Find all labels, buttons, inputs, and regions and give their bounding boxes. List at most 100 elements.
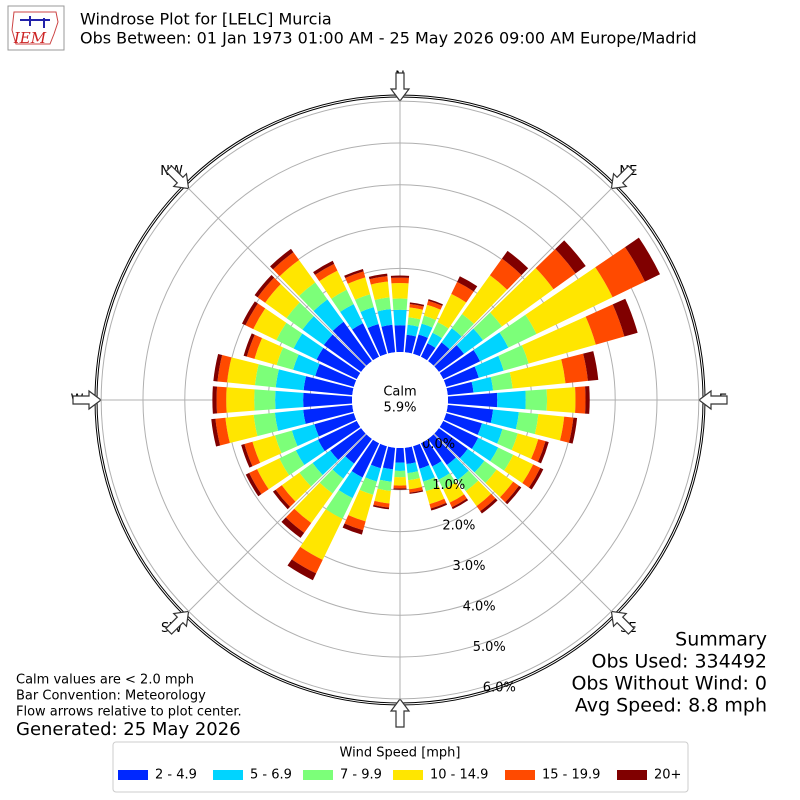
wind-bar-segment	[274, 409, 306, 431]
flow-arrow	[389, 698, 411, 728]
wind-bar-segment	[489, 258, 522, 290]
wind-bar-segment	[449, 494, 467, 508]
flow-arrow-shape	[698, 389, 728, 411]
grid-spoke	[433, 185, 615, 367]
wind-bar-segment	[462, 275, 508, 324]
wind-bar-segment	[406, 324, 419, 337]
wind-bar-segment	[393, 485, 407, 489]
wind-bar-segment	[413, 443, 430, 469]
wind-bar-segment	[394, 462, 406, 471]
wind-bar-segment	[501, 250, 529, 276]
wind-bar-segment	[293, 333, 324, 360]
wind-bar-segment	[429, 498, 447, 509]
wind-bar-segment	[275, 369, 307, 391]
wind-bar-segment	[420, 439, 442, 467]
wind-bar-segment	[465, 480, 492, 507]
wind-bar-segment	[354, 294, 374, 312]
legend-swatch	[617, 770, 647, 780]
wind-bar-segment	[498, 345, 529, 371]
wind-bar-segment	[345, 271, 366, 284]
legend-swatch	[505, 770, 535, 780]
wind-bar-segment	[249, 469, 269, 495]
chart-subtitle: Obs Between: 01 Jan 1973 01:00 AM - 25 M…	[80, 29, 697, 48]
wind-bar-segment	[404, 334, 417, 354]
wind-bar-segment	[528, 467, 544, 490]
wind-bar-segment	[499, 314, 537, 348]
wind-bar-segment	[522, 464, 541, 488]
wind-bar-segment	[432, 322, 449, 339]
wind-bar-segment	[213, 353, 223, 382]
wind-bar-segment	[575, 386, 586, 414]
wind-bar-segment	[316, 347, 361, 380]
wind-bar-segment	[456, 328, 484, 354]
wind-bar-segment	[254, 337, 284, 366]
wind-bar-segment	[477, 423, 503, 444]
wind-bar-segment	[480, 498, 498, 514]
wind-bar-segment	[443, 413, 482, 435]
wind-bar-segment	[394, 470, 406, 478]
wind-bar-segment	[497, 429, 518, 451]
wind-bar-segment	[457, 470, 479, 492]
wind-bar-segment	[534, 414, 565, 441]
logo-outline	[11, 11, 59, 45]
wind-bar-segment	[490, 372, 513, 391]
wind-bar-segment	[457, 276, 478, 292]
wind-bar-segment	[276, 322, 303, 349]
wind-bar-segment	[212, 386, 218, 414]
wind-bar-segment	[291, 546, 323, 574]
wind-bar-segment	[332, 321, 372, 366]
wind-bar-segment	[555, 240, 586, 274]
wind-bar-segment	[393, 477, 407, 486]
wind-bar-segment	[391, 283, 409, 299]
wind-bar-segment	[379, 467, 393, 482]
summary-title: Summary	[675, 629, 767, 651]
wind-bar-segment	[395, 447, 405, 463]
wind-bar-segment	[490, 409, 519, 430]
wind-bar-segment	[276, 347, 299, 370]
wind-bar-segment	[227, 357, 259, 386]
wind-bar-segment	[595, 247, 645, 298]
wind-bar-segment	[332, 456, 355, 479]
wind-bar-segment	[471, 437, 499, 462]
wind-bar-segment	[407, 471, 420, 481]
note: Bar Convention: Meteorology	[16, 689, 206, 704]
wind-bar-segment	[373, 500, 390, 508]
wind-bar-segment	[217, 355, 232, 383]
legend-label: 7 - 9.9	[340, 768, 382, 783]
wind-bar-segment	[382, 446, 396, 470]
generated: Generated: 25 May 2026	[16, 719, 241, 740]
wind-bar-segment	[373, 504, 390, 510]
radial-tick-label: 0.0%	[422, 437, 455, 452]
wind-bar-segment	[443, 482, 465, 503]
wind-bar-segment	[428, 434, 456, 466]
wind-bar-segment	[303, 404, 354, 424]
wind-bar-segment	[369, 276, 388, 285]
wind-bar-segment	[254, 364, 279, 388]
wind-bar-segment	[368, 273, 388, 280]
wind-bar-segment	[446, 381, 474, 396]
wind-bar-segment	[319, 469, 344, 494]
chart-title: Windrose Plot for [LELC] Murcia	[80, 10, 332, 29]
wind-bar-segment	[303, 376, 354, 396]
radial-tick-label: 6.0%	[483, 681, 516, 696]
wind-bar-segment	[451, 313, 474, 337]
wind-bar-segment	[275, 485, 296, 507]
wind-bar-segment	[340, 304, 363, 330]
wind-bar-segment	[252, 435, 282, 463]
grid-ring	[142, 142, 658, 658]
wind-bar-segment	[474, 460, 497, 484]
flow-arrow-shape	[165, 610, 190, 635]
wind-bar-segment	[342, 523, 364, 535]
wind-bar-segment	[270, 248, 294, 270]
wind-bar-segment	[318, 420, 361, 452]
wind-bar-segment	[315, 363, 357, 387]
wind-bar-segment	[438, 473, 456, 490]
wind-bar-segment	[390, 275, 410, 278]
wind-bar-segment	[314, 413, 357, 437]
legend-title: Wind Speed [mph]	[340, 746, 461, 761]
wind-bar-segment	[394, 325, 406, 353]
legend-label: 2 - 4.9	[155, 768, 197, 783]
wind-bar-segment	[226, 387, 255, 413]
logo-text: IEM	[13, 29, 47, 47]
flow-arrow-shape	[165, 165, 190, 190]
